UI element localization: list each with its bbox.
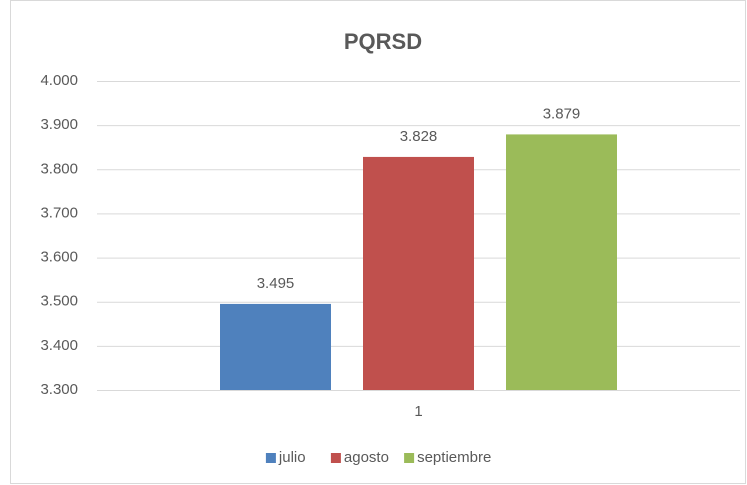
data-label: 3.495 <box>257 275 295 292</box>
legend-label: julio <box>278 449 306 466</box>
data-label: 3.879 <box>543 105 581 122</box>
bar <box>506 134 617 390</box>
chart-title: PQRSD <box>344 29 422 54</box>
bar <box>363 156 474 390</box>
legend-swatch <box>265 453 276 463</box>
y-tick-label: 3.400 <box>40 337 78 354</box>
x-tick-label: 1 <box>414 403 422 420</box>
y-tick-label: 3.600 <box>40 249 78 266</box>
legend-swatch <box>404 453 415 463</box>
legend-label: septiembre <box>417 449 491 466</box>
y-tick-label: 3.900 <box>40 116 78 133</box>
legend-label: agosto <box>344 449 389 466</box>
y-tick-label: 3.500 <box>40 293 78 310</box>
y-tick-label: 3.300 <box>40 381 78 398</box>
bar <box>220 303 331 390</box>
y-tick-label: 3.700 <box>40 204 78 221</box>
legend-swatch <box>330 453 341 463</box>
y-tick-label: 3.800 <box>40 160 78 177</box>
data-label: 3.828 <box>400 128 438 145</box>
y-tick-label: 4.000 <box>40 72 78 89</box>
